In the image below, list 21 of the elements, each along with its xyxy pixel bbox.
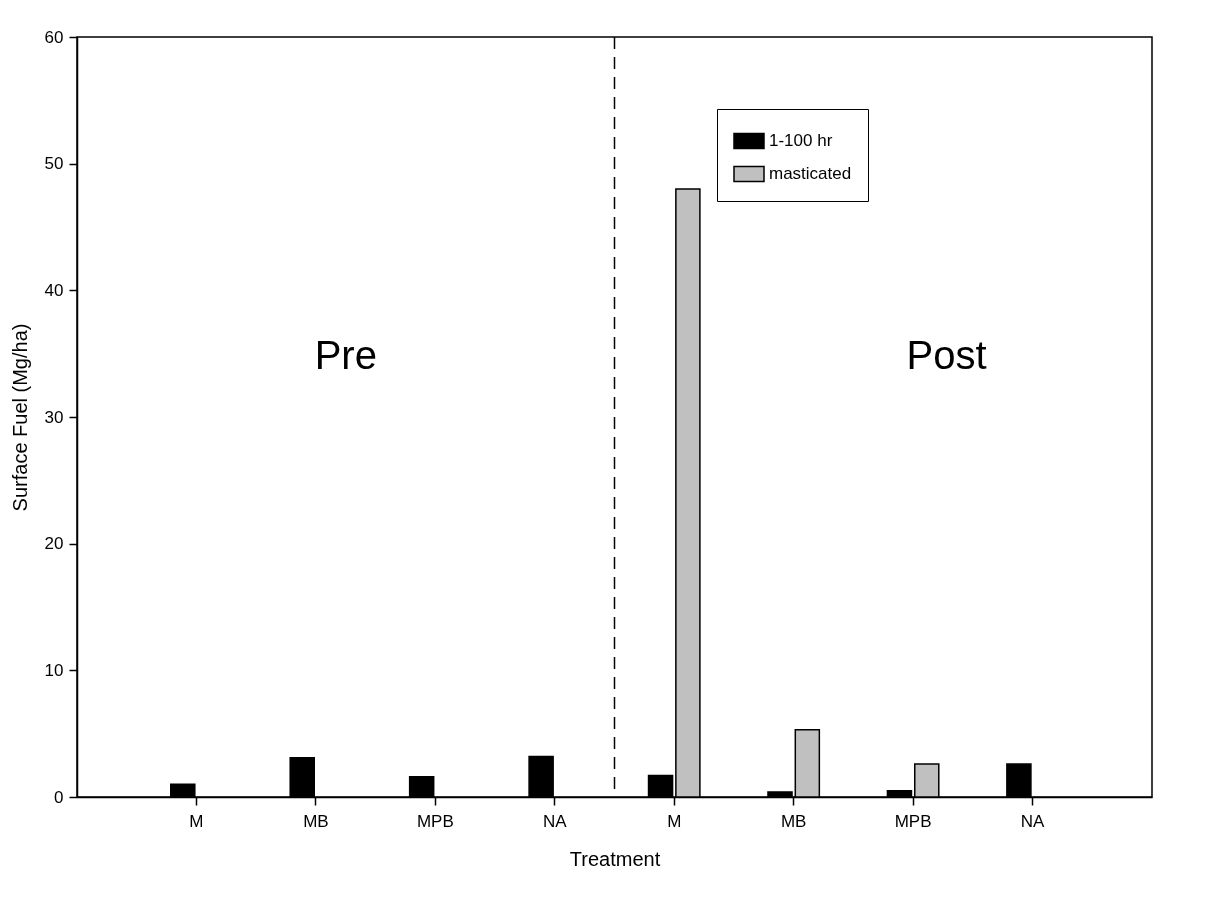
legend-label: masticated <box>769 164 852 183</box>
y-axis-title: Surface Fuel (Mg/ha) <box>8 323 31 512</box>
x-tick-label: MB <box>780 811 807 831</box>
y-tick-label: 10 <box>44 660 64 680</box>
y-tick-label: 20 <box>44 534 64 554</box>
y-tick-label: 30 <box>44 407 64 427</box>
x-tick-label: M <box>189 811 204 831</box>
x-axis-title: Treatment <box>569 847 661 870</box>
y-tick-label: 0 <box>54 787 64 807</box>
y-tick-label: 50 <box>44 154 64 174</box>
y-tick-label: 60 <box>44 27 64 47</box>
y-tick-label: 40 <box>44 280 64 300</box>
x-tick-label: M <box>667 811 682 831</box>
annotation: Pre <box>314 333 377 377</box>
x-tick-label: NA <box>542 811 568 831</box>
x-tick-label: MPB <box>894 811 932 831</box>
x-tick-label: MPB <box>416 811 454 831</box>
x-tick-label: MB <box>303 811 329 831</box>
annotation: Post <box>906 333 987 377</box>
x-tick-label: NA <box>1020 811 1046 831</box>
legend-label: 1-100 hr <box>769 131 833 150</box>
